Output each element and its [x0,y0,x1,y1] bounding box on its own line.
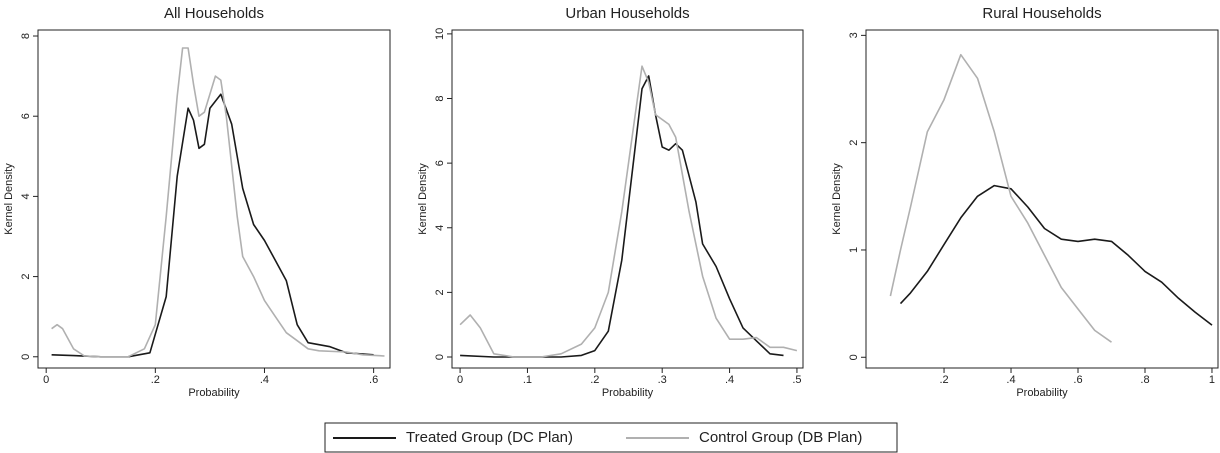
x-tick-label: .8 [1140,374,1149,386]
x-tick-label: .6 [369,374,378,386]
x-tick-label: .2 [590,374,599,386]
x-tick-label: .2 [151,374,160,386]
x-tick-label: .4 [260,374,269,386]
y-axis-title: Kernel Density [417,163,429,235]
y-tick-label: 6 [434,160,446,166]
legend-box [324,422,898,453]
x-tick-label: .4 [1006,374,1015,386]
plot-frame [865,29,1219,369]
chart-title: All Households [164,5,264,22]
y-axis-title: Kernel Density [3,163,15,235]
plot-frame [451,29,804,369]
x-tick-label: .2 [939,374,948,386]
y-tick-label: 6 [20,113,32,119]
density-line [51,93,374,358]
x-tick-label: 0 [43,374,49,386]
x-tick-label: .6 [1073,374,1082,386]
x-tick-label: .3 [658,374,667,386]
y-tick-label: 2 [848,140,860,146]
y-axis-title: Kernel Density [831,163,843,235]
density-line [899,184,1213,326]
y-tick-label: 0 [848,354,860,360]
y-tick-label: 2 [434,289,446,295]
x-axis-title: Probability [1016,387,1068,399]
density-line [51,47,385,358]
x-tick-label: 1 [1209,374,1215,386]
x-tick-label: .4 [725,374,734,386]
y-tick-label: 0 [434,354,446,360]
y-tick-label: 4 [434,225,446,231]
density-line [889,53,1112,343]
legend-label: Control Group (DB Plan) [699,429,862,446]
y-tick-label: 0 [20,354,32,360]
density-line [460,75,784,358]
y-tick-label: 2 [20,274,32,280]
chart-title: Urban Households [565,5,689,22]
x-axis-title: Probability [602,387,654,399]
x-tick-label: .1 [523,374,532,386]
plot-frame [37,29,391,369]
y-tick-label: 1 [848,247,860,253]
x-axis-title: Probability [188,387,240,399]
y-tick-label: 4 [20,193,32,199]
legend-label: Treated Group (DC Plan) [406,429,573,446]
x-tick-label: .5 [792,374,801,386]
y-tick-label: 3 [848,32,860,38]
density-line [459,65,798,358]
y-tick-label: 8 [20,33,32,39]
chart-title: Rural Households [982,5,1101,22]
x-tick-label: 0 [457,374,463,386]
y-tick-label: 10 [434,28,446,40]
y-tick-label: 8 [434,95,446,101]
